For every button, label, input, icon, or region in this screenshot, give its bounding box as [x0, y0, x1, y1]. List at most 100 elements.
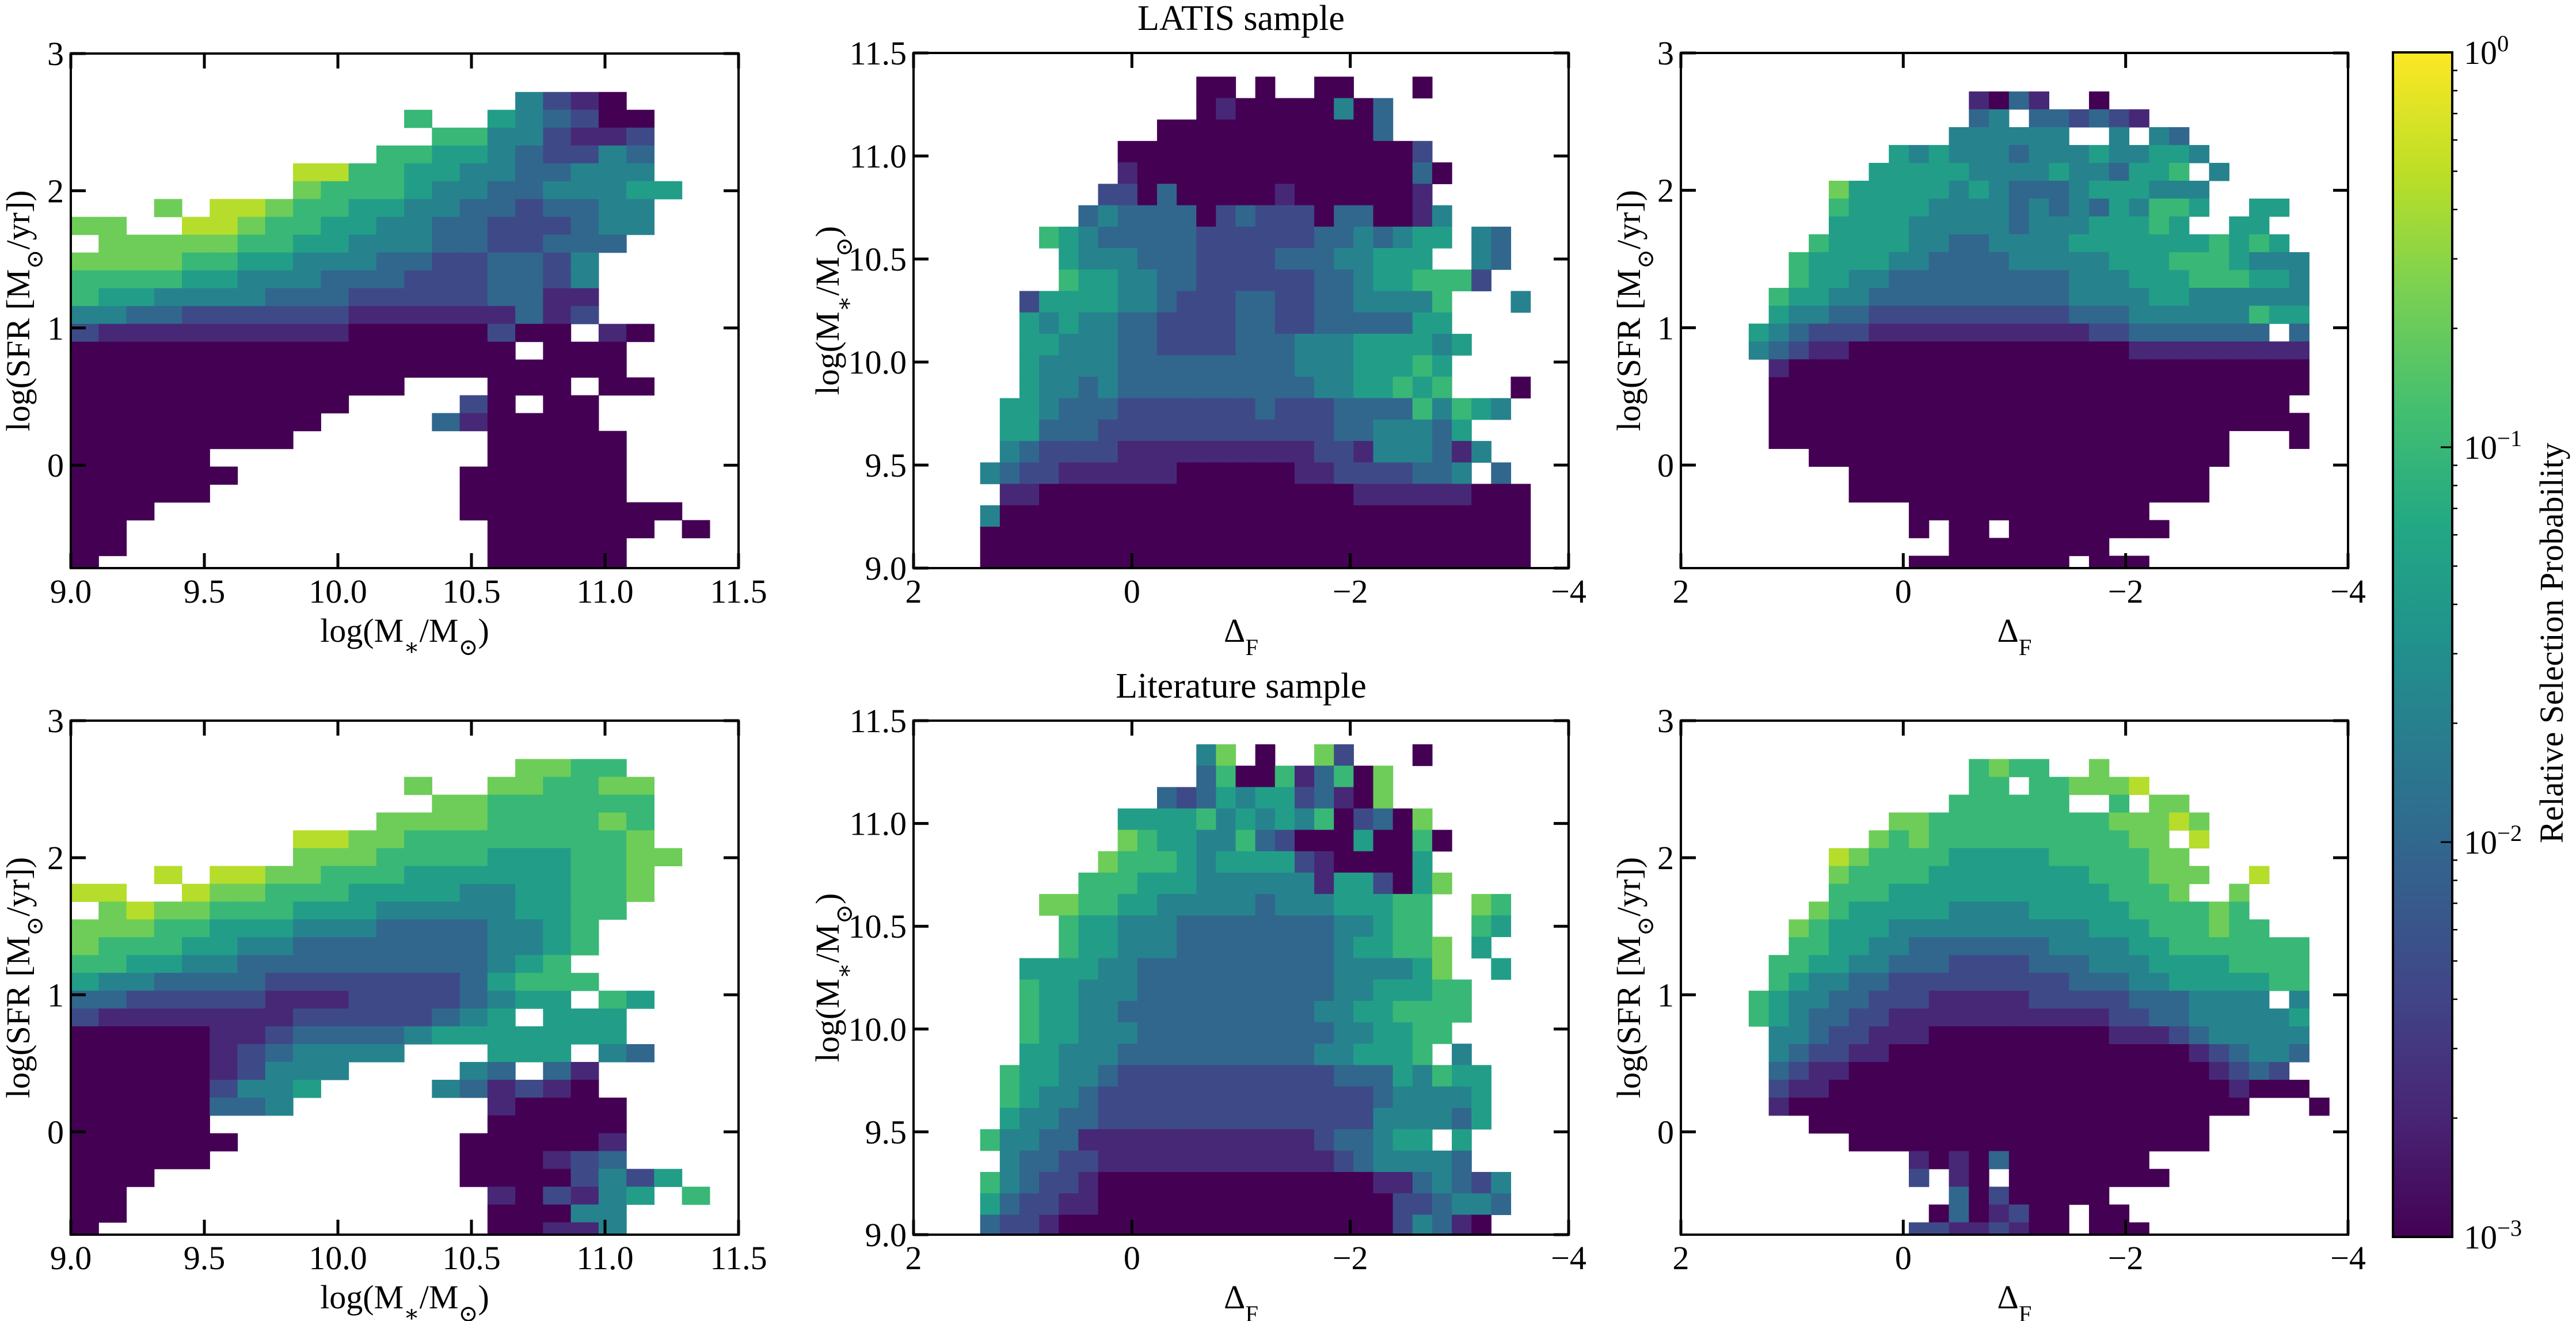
heatmap-cell: [2008, 323, 2030, 342]
heatmap-cell: [1314, 872, 1334, 894]
heatmap-cell: [1294, 958, 1315, 980]
heatmap-cell: [2109, 127, 2130, 146]
heatmap-cell: [1177, 398, 1197, 420]
heatmap-cell: [2029, 306, 2049, 324]
heatmap-cell: [1255, 140, 1276, 163]
heatmap-cell: [570, 181, 599, 200]
heatmap-cell: [1156, 376, 1177, 399]
heatmap-cell: [1510, 527, 1531, 549]
heatmap-cell: [1334, 936, 1354, 959]
heatmap-cell: [1452, 419, 1472, 441]
heatmap-cell: [2289, 955, 2309, 973]
heatmap-cell: [1098, 398, 1118, 420]
heatmap-cell: [487, 1222, 516, 1235]
heatmap-cell: [126, 270, 155, 289]
heatmap-cell: [1392, 291, 1413, 313]
heatmap-cell: [2129, 270, 2149, 288]
heatmap-cell: [1019, 1022, 1040, 1044]
heatmap-cell: [1889, 323, 1909, 342]
heatmap-cell: [598, 776, 627, 795]
heatmap-cell: [1255, 1022, 1276, 1044]
heatmap-cell: [98, 1044, 127, 1063]
heatmap-cell: [2049, 1026, 2069, 1045]
heatmap-cell: [1969, 162, 1989, 181]
heatmap-cell: [598, 794, 627, 813]
heatmap-cell: [2069, 1133, 2090, 1152]
heatmap-cell: [1314, 355, 1334, 378]
heatmap-cell: [2008, 127, 2030, 146]
heatmap-cell: [999, 1065, 1020, 1087]
heatmap-cell: [1949, 555, 1969, 568]
heatmap-cell: [2109, 848, 2130, 867]
heatmap-cell: [1889, 395, 1909, 413]
heatmap-cell: [1294, 205, 1315, 227]
panel-2: 2 0 −2 −49.09.510.010.511.011.5ΔFlog(M∗/M⊙)…: [809, 0, 1586, 660]
heatmap-cell: [348, 991, 377, 1009]
heatmap-cell: [1078, 1150, 1099, 1172]
heatmap-cell: [1989, 1204, 2010, 1223]
heatmap-cell: [2029, 866, 2049, 884]
heatmap-cell: [2008, 1026, 2030, 1045]
heatmap-cell: [2149, 848, 2170, 867]
heatmap-cell: [1294, 441, 1315, 463]
heatmap-cell: [2049, 466, 2069, 485]
heatmap-cell: [1969, 866, 1989, 884]
heatmap-cell: [2029, 180, 2049, 199]
heatmap-cell: [2209, 448, 2229, 467]
heatmap-cell: [1078, 1172, 1099, 1194]
heatmap-cell: [2049, 1079, 2069, 1098]
heatmap-cell: [2088, 1115, 2110, 1134]
heatmap-cell: [2088, 1133, 2110, 1152]
heatmap-cell: [1392, 1129, 1413, 1151]
heatmap-cell: [2109, 830, 2130, 849]
heatmap-cell: [126, 252, 155, 271]
heatmap-cell: [432, 901, 461, 920]
heatmap-cell: [570, 937, 599, 955]
heatmap-cell: [2069, 288, 2090, 306]
heatmap-cell: [1373, 291, 1394, 313]
heatmap-cell: [98, 1008, 127, 1027]
heatmap-cell: [1908, 162, 1930, 181]
heatmap-cell: [1216, 119, 1236, 142]
heatmap-cell: [1373, 226, 1394, 249]
heatmap-cell: [2088, 323, 2110, 342]
heatmap-cell: [1137, 1193, 1158, 1215]
heatmap-cell: [154, 1061, 182, 1080]
heatmap-cell: [1928, 502, 1950, 521]
heatmap-cell: [1412, 312, 1433, 334]
heatmap-cell: [1294, 119, 1315, 142]
heatmap-cell: [459, 1079, 488, 1098]
heatmap-cell: [1216, 441, 1236, 463]
heatmap-cell: [182, 395, 210, 414]
heatmap-cell: [570, 395, 599, 414]
heatmap-cell: [1196, 894, 1216, 916]
heatmap-cell: [2229, 216, 2250, 235]
heatmap-cell: [2189, 1008, 2210, 1027]
heatmap-cell: [1177, 1150, 1197, 1172]
heatmap-cell: [598, 216, 627, 235]
heatmap-cell: [1928, 484, 1950, 503]
heatmap-cell: [515, 520, 543, 539]
heatmap-cell: [1491, 398, 1512, 420]
heatmap-cell: [487, 955, 516, 973]
heatmap-cell: [2008, 144, 2030, 163]
heatmap-cell: [1412, 979, 1433, 1002]
heatmap-cell: [1078, 291, 1099, 313]
heatmap-cell: [1789, 973, 1809, 991]
heatmap-cell: [126, 466, 155, 485]
heatmap-cell: [1137, 184, 1158, 206]
heatmap-cell: [2109, 234, 2130, 253]
heatmap-cell: [1889, 359, 1909, 378]
heatmap-cell: [2249, 377, 2270, 395]
heatmap-cell: [376, 848, 405, 867]
heatmap-cell: [515, 1204, 543, 1223]
heatmap-cell: [210, 1026, 238, 1045]
heatmap-cell: [1235, 958, 1256, 980]
heatmap-cell: [2049, 306, 2069, 324]
heatmap-cell: [376, 323, 405, 342]
heatmap-cell: [71, 1151, 99, 1170]
heatmap-cell: [1889, 955, 1909, 973]
heatmap-cell: [487, 1168, 516, 1187]
heatmap-cell: [1274, 1215, 1295, 1235]
heatmap-cell: [1353, 915, 1374, 938]
